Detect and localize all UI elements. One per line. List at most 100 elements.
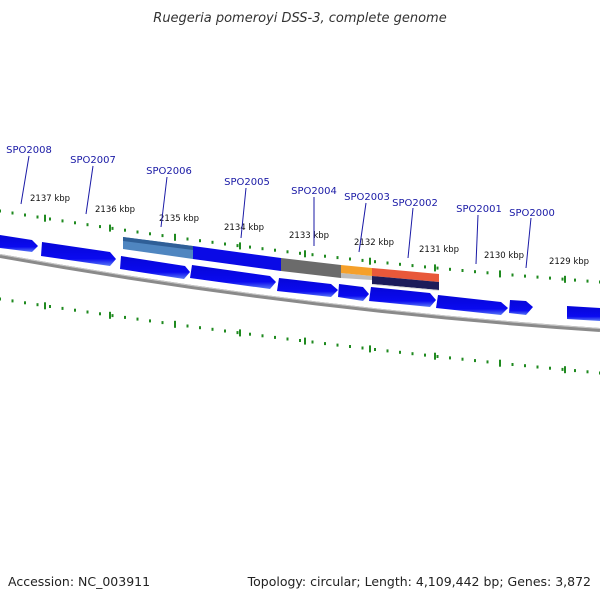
gene-labels <box>20 155 532 269</box>
ruler-major-tick <box>369 257 371 265</box>
ruler-minor-tick <box>436 266 439 270</box>
ruler-minor-tick <box>311 253 314 257</box>
scale-label: 2135 kbp <box>159 214 199 224</box>
ruler-minor-tick <box>374 348 376 351</box>
ruler-minor-tick <box>149 232 151 236</box>
ruler-minor-tick <box>349 345 351 348</box>
ruler-minor-tick <box>424 353 426 357</box>
gene-arrow[interactable] <box>120 256 190 279</box>
ruler-minor-tick <box>49 305 51 308</box>
gene-arrow[interactable] <box>567 306 600 321</box>
gene-label-spo2008[interactable]: SPO2008 <box>6 145 52 156</box>
ruler-minor-tick <box>149 319 151 323</box>
ruler-minor-tick <box>124 228 126 232</box>
gene-label-spo2003[interactable]: SPO2003 <box>344 192 390 203</box>
gene-label-texts: SPO2008 SPO2007 SPO2006 SPO2005 SPO2004 … <box>6 145 555 219</box>
ruler-minor-tick <box>36 303 39 307</box>
gene-arrow[interactable] <box>509 300 533 315</box>
ruler-major-tick <box>239 329 241 337</box>
ruler-minor-tick <box>461 269 464 272</box>
ruler-minor-tick <box>136 317 139 321</box>
gene-label-spo2005[interactable]: SPO2005 <box>224 177 270 188</box>
ruler-minor-tick <box>586 370 589 374</box>
ruler-minor-tick <box>424 265 426 269</box>
gene-track <box>0 235 600 321</box>
ruler-minor-tick <box>186 324 189 328</box>
ruler-major-tick <box>564 366 566 374</box>
gene-label-leader <box>525 217 532 269</box>
gene-label-spo2007[interactable]: SPO2007 <box>70 155 116 166</box>
gene-label-leader <box>240 187 247 239</box>
ruler-minor-tick <box>286 337 289 341</box>
ruler-major-tick <box>434 264 436 272</box>
ruler-minor-tick <box>324 342 326 346</box>
ruler-minor-tick <box>286 250 289 254</box>
scale-label: 2131 kbp <box>419 245 459 255</box>
gene-label-spo2006[interactable]: SPO2006 <box>146 166 192 177</box>
ruler-minor-tick <box>474 270 476 274</box>
gene-label-leader <box>475 214 479 265</box>
ruler-minor-tick <box>224 242 226 246</box>
ruler-minor-tick <box>411 264 414 268</box>
gene-arrow[interactable] <box>369 287 436 307</box>
ruler-minor-tick <box>36 215 39 219</box>
ruler-major-tick <box>369 345 371 353</box>
ruler-major-tick <box>239 242 241 250</box>
scale-label: 2129 kbp <box>549 257 589 267</box>
feature-block-navy <box>372 276 439 290</box>
ruler-minor-tick <box>111 314 114 318</box>
ruler-major-tick <box>564 275 566 283</box>
gene-label-spo2004[interactable]: SPO2004 <box>291 186 337 197</box>
feature-block-blue-highlight <box>123 237 193 250</box>
gene-label-spo2000[interactable]: SPO2000 <box>509 208 555 219</box>
ruler-minor-tick <box>124 315 126 319</box>
ruler-minor-tick <box>86 223 89 227</box>
ruler-minor-tick <box>549 276 551 280</box>
ruler-minor-tick <box>311 340 314 344</box>
ruler-minor-tick <box>61 219 64 223</box>
scale-label: 2134 kbp <box>224 223 264 233</box>
ruler-minor-tick <box>74 221 76 225</box>
ruler-minor-tick <box>249 332 251 336</box>
scale-label: 2130 kbp <box>484 251 524 261</box>
ruler-minor-tick <box>199 239 201 243</box>
ruler-major-tick <box>109 224 111 232</box>
ruler-minor-tick <box>336 343 339 347</box>
ruler-minor-tick <box>524 274 526 278</box>
ruler-minor-tick <box>274 248 276 252</box>
scale-ruler-lower <box>0 297 600 375</box>
feature-block-orange <box>341 265 372 276</box>
ruler-major-tick <box>304 250 306 258</box>
ruler-minor-tick <box>299 251 301 255</box>
gene-arrow[interactable] <box>190 265 276 289</box>
ruler-minor-tick <box>261 247 264 251</box>
feature-block-gray <box>281 258 341 278</box>
ruler-major-tick <box>44 214 46 222</box>
gene-label-spo2001[interactable]: SPO2001 <box>456 204 502 215</box>
gene-arrow[interactable] <box>41 242 116 266</box>
ruler-minor-tick <box>299 339 301 342</box>
ruler-minor-tick <box>99 312 101 316</box>
ruler-minor-tick <box>574 369 576 373</box>
gene-arrow[interactable] <box>0 235 38 252</box>
gene-label-spo2002[interactable]: SPO2002 <box>392 198 438 209</box>
gene-arrow[interactable] <box>277 278 338 297</box>
ruler-minor-tick <box>436 355 439 358</box>
ruler-minor-tick <box>11 299 14 303</box>
ruler-minor-tick <box>211 240 214 244</box>
ruler-minor-tick <box>211 327 214 331</box>
ruler-major-tick <box>499 270 501 278</box>
ruler-minor-tick <box>236 244 239 248</box>
feature-track <box>123 237 439 291</box>
ruler-minor-tick <box>586 279 589 283</box>
gene-arrow[interactable] <box>338 284 369 301</box>
ruler-minor-tick <box>374 260 376 264</box>
ruler-minor-tick <box>111 226 114 230</box>
gene-arrow[interactable] <box>436 295 508 315</box>
scale-label: 2132 kbp <box>354 238 394 248</box>
ruler-minor-tick <box>574 278 576 282</box>
ruler-minor-tick <box>236 331 239 335</box>
ruler-minor-tick <box>411 352 414 356</box>
ruler-major-tick <box>499 359 501 367</box>
